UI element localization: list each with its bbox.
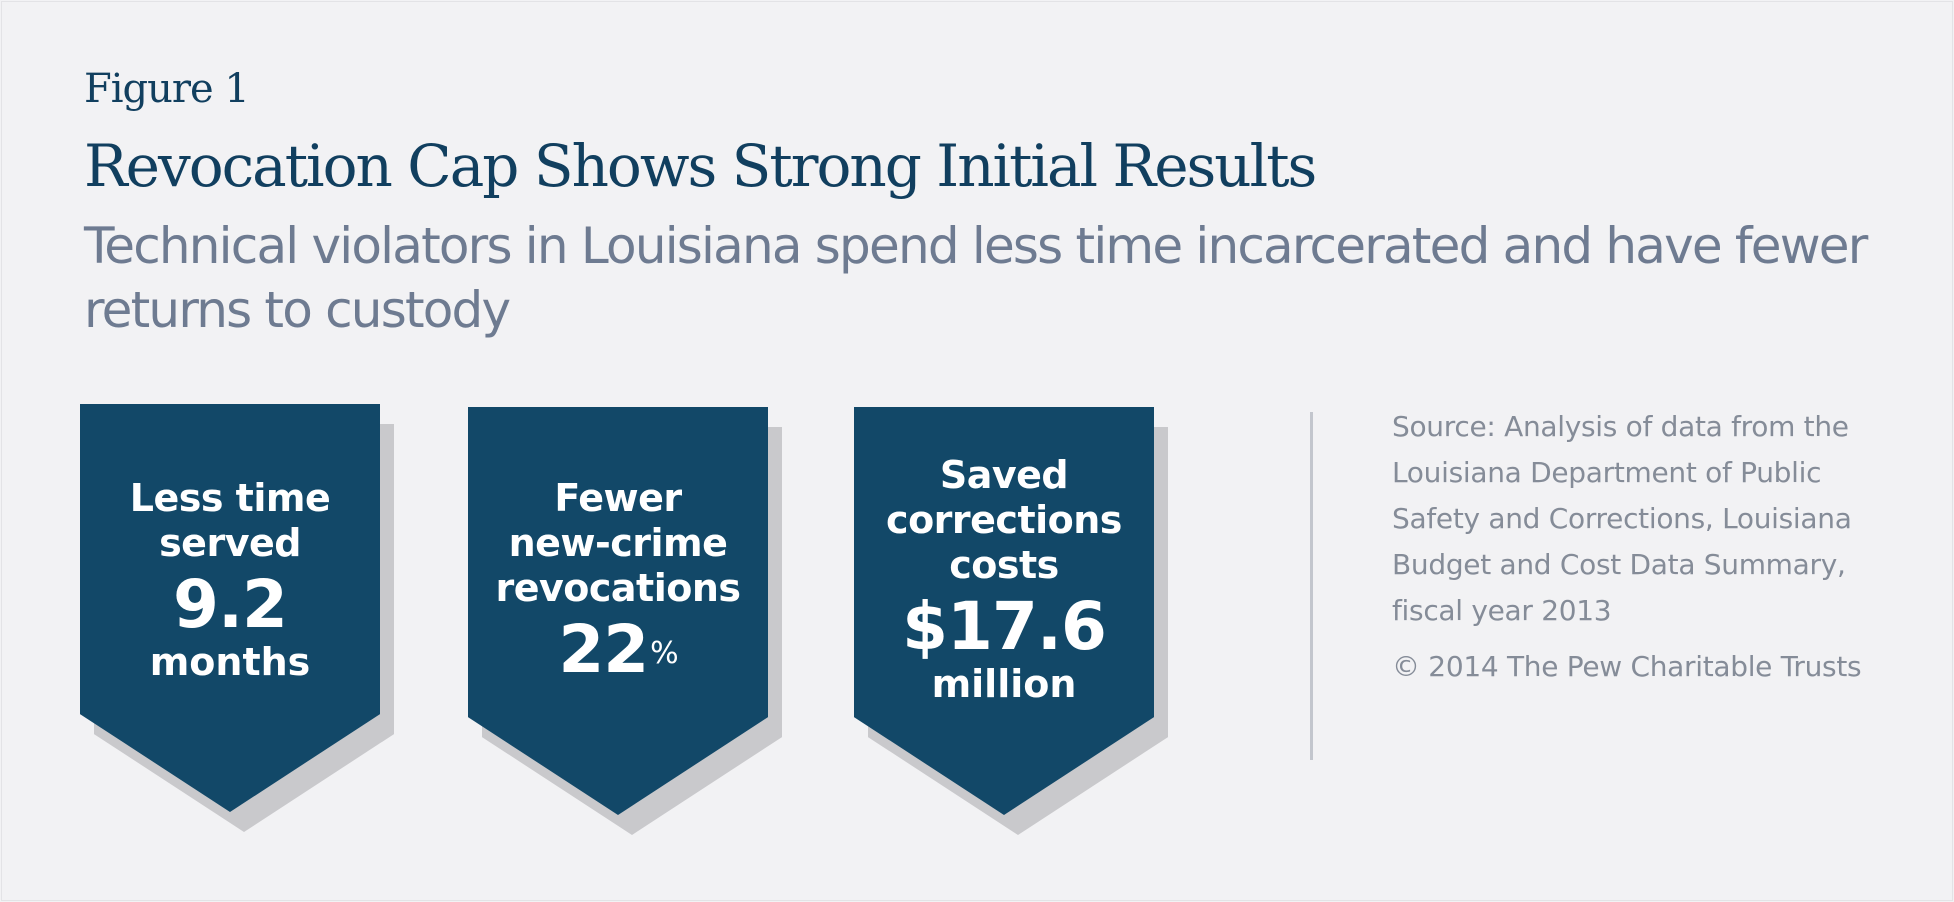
stat-label-line: served bbox=[159, 521, 301, 565]
stat-label-line: costs bbox=[949, 543, 1059, 587]
stat-label-line: Less time bbox=[129, 476, 331, 520]
stat-label-line: revocations bbox=[495, 566, 741, 610]
stat-label-line: corrections bbox=[886, 498, 1122, 542]
stat-label-line: new-crime bbox=[508, 521, 728, 565]
figure-title: Revocation Cap Shows Strong Initial Resu… bbox=[84, 132, 1317, 200]
figure-subtitle: Technical violators in Louisiana spend l… bbox=[84, 217, 1868, 339]
figure-label: Figure 1 bbox=[84, 66, 250, 112]
stat-value-suffix: % bbox=[650, 636, 678, 671]
stat-value: 9.2 bbox=[173, 566, 288, 643]
pennant-shape bbox=[80, 404, 380, 812]
stat-value-row: 22% bbox=[468, 615, 768, 685]
stat-unit: million bbox=[931, 662, 1077, 706]
pennant-content: Less time served 9.2 months bbox=[80, 476, 380, 684]
pennant-content: Saved corrections costs $17.6 million bbox=[854, 453, 1154, 706]
copyright-note: © 2014 The Pew Charitable Trusts bbox=[1392, 650, 1862, 683]
stat-pennant-time-served: Less time served 9.2 months bbox=[80, 404, 394, 832]
stat-value: $17.6 bbox=[902, 588, 1107, 665]
source-note: Source: Analysis of data from the Louisi… bbox=[1392, 410, 1852, 627]
stat-pennant-saved-costs: Saved corrections costs $17.6 million bbox=[854, 407, 1168, 835]
stat-unit: months bbox=[149, 640, 311, 684]
pennant-shape bbox=[468, 407, 768, 815]
pennant-shape bbox=[854, 407, 1154, 815]
stat-label-line: Saved bbox=[939, 453, 1069, 497]
stat-pennant-new-crime-revocations: Fewer new-crime revocations 22% bbox=[468, 407, 782, 835]
stat-value: 22 bbox=[558, 611, 649, 688]
vertical-divider bbox=[1310, 412, 1313, 760]
stat-label-line: Fewer bbox=[554, 476, 682, 520]
pennant-content: Fewer new-crime revocations 22% bbox=[468, 476, 768, 685]
